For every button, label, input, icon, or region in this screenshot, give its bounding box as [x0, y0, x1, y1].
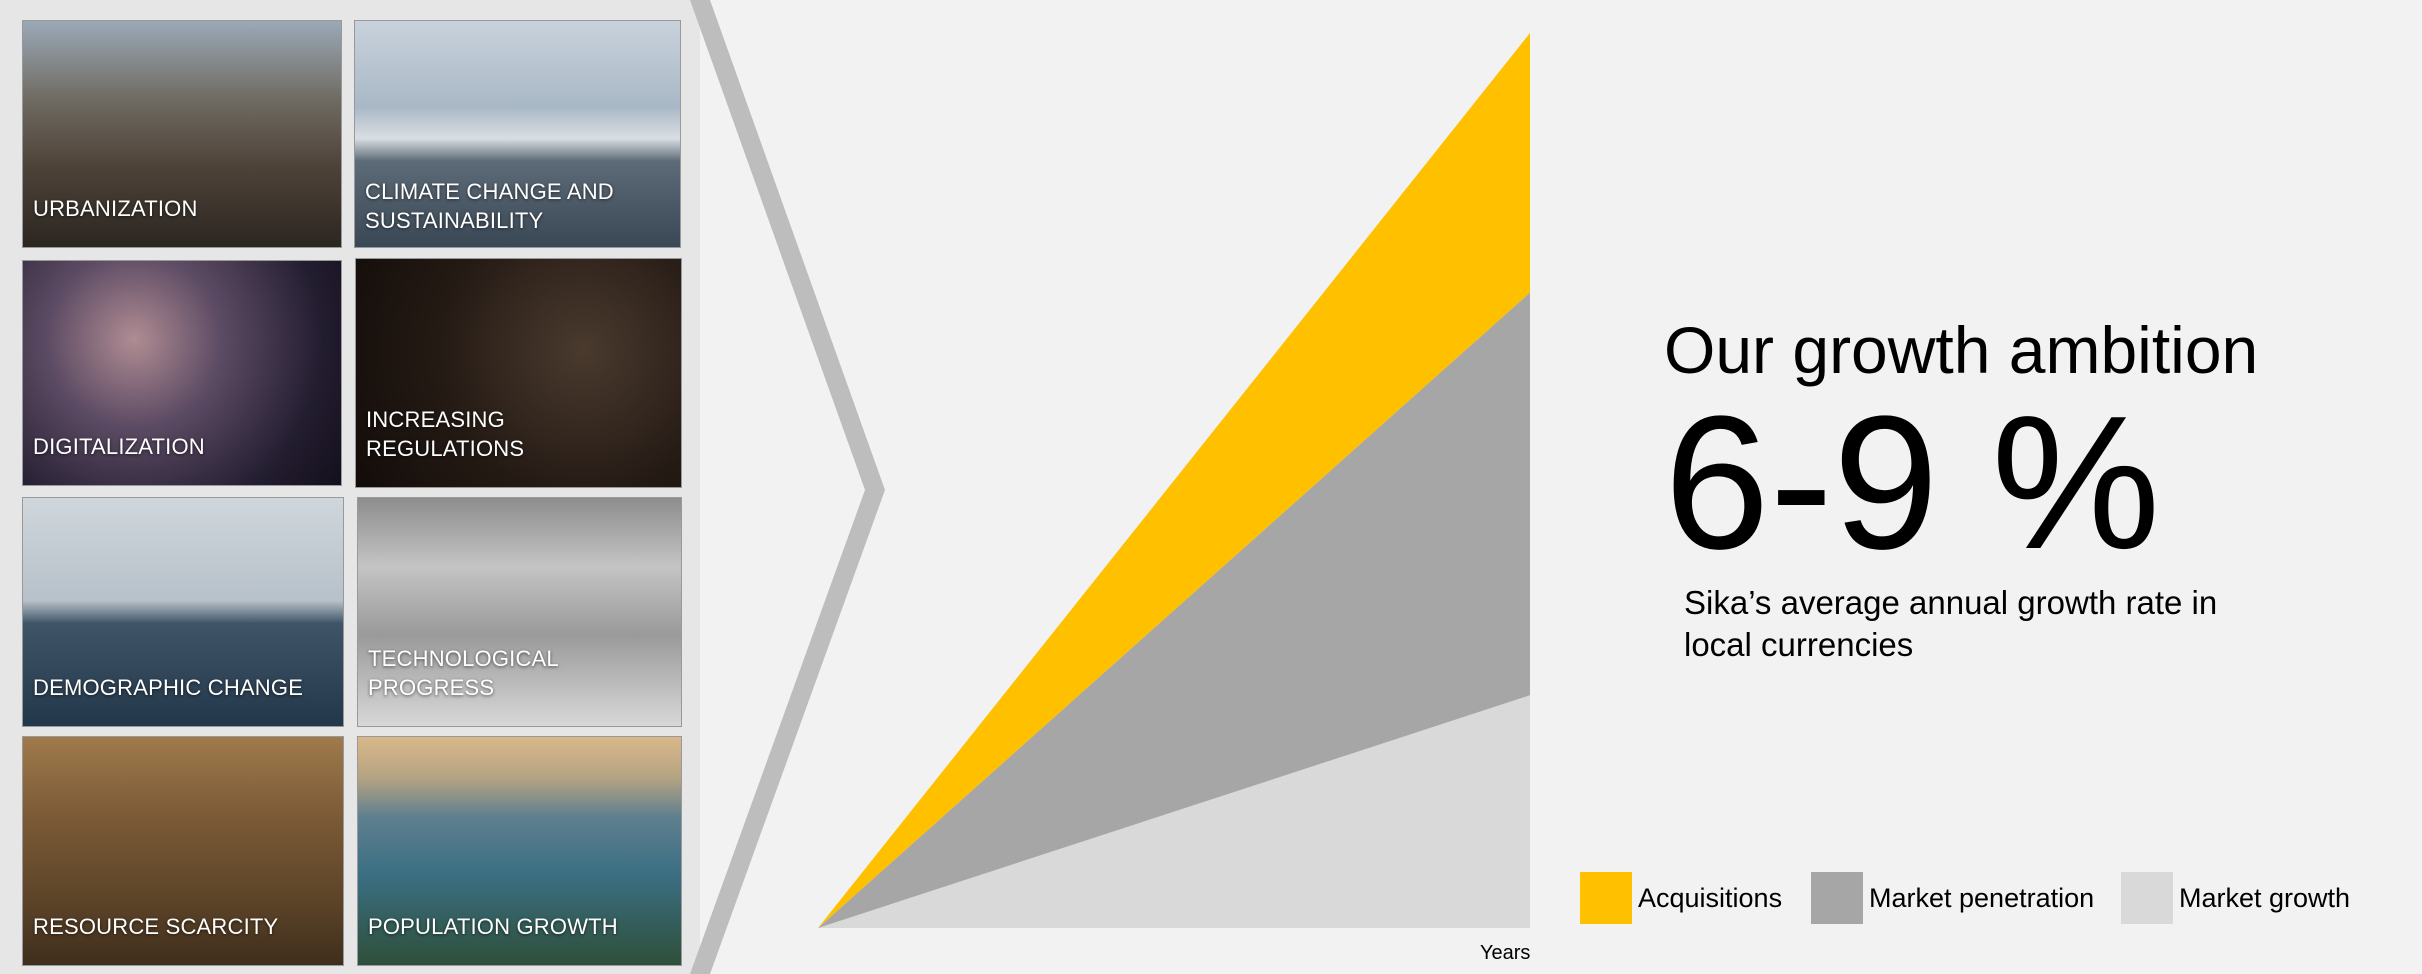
legend-item-acquisitions: Acquisitions: [1580, 872, 1782, 924]
legend-label: Market growth: [2179, 882, 2351, 913]
3d-printing-image: [358, 498, 681, 726]
tile-label: INCREASING REGULATIONS: [366, 407, 525, 461]
desert-image: [23, 737, 343, 965]
urban-street-image: [23, 21, 341, 247]
tile-label: TECHNOLOGICAL PROGRESS: [368, 646, 559, 700]
area-acquisitions: [818, 33, 1530, 928]
tile-increasing-regulations: INCREASING REGULATIONS: [355, 258, 682, 488]
tile-technological-progress: TECHNOLOGICAL PROGRESS: [357, 497, 682, 727]
tile-label: RESOURCE SCARCITY: [33, 914, 279, 939]
legend-label: Acquisitions: [1638, 882, 1783, 913]
city-lake-image: [358, 737, 681, 965]
gavel-image: [356, 259, 681, 487]
tile-demographic-change: DEMOGRAPHIC CHANGE: [22, 497, 344, 727]
legend-label: Market penetration: [1869, 882, 2095, 913]
ambition-title: Our growth ambition: [1664, 313, 2259, 387]
tile-label: DIGITALIZATION: [33, 434, 205, 459]
tile-label: URBANIZATION: [33, 196, 198, 221]
legend-swatch: [2121, 872, 2173, 924]
tile-label: DEMOGRAPHIC CHANGE: [33, 675, 304, 700]
tile-digitalization: DIGITALIZATION: [22, 260, 342, 486]
tile-resource-scarcity: RESOURCE SCARCITY: [22, 736, 344, 966]
ambition-value: 6-9 %: [1664, 377, 2161, 589]
legend-item-market-growth: Market growth: [2121, 872, 2350, 924]
sea-person-image: [23, 498, 343, 726]
tile-climate-change: CLIMATE CHANGE AND SUSTAINABILITY: [354, 20, 681, 248]
tile-population-growth: POPULATION GROWTH: [357, 736, 682, 966]
tile-label: CLIMATE CHANGE AND SUSTAINABILITY: [365, 179, 614, 233]
area-market-growth: [818, 695, 1530, 928]
hand-touch-image: [23, 261, 341, 485]
legend-swatch: [1811, 872, 1863, 924]
ambition-subtitle: Sika’s average annual growth rate in loc…: [1684, 584, 2218, 663]
glacier-image: [355, 21, 680, 247]
legend-swatch: [1580, 872, 1632, 924]
tile-label: POPULATION GROWTH: [368, 914, 618, 939]
x-axis-label: Years: [1480, 942, 1531, 964]
tile-urbanization: URBANIZATION: [22, 20, 342, 248]
legend-item-market-penetration: Market penetration: [1811, 872, 2094, 924]
